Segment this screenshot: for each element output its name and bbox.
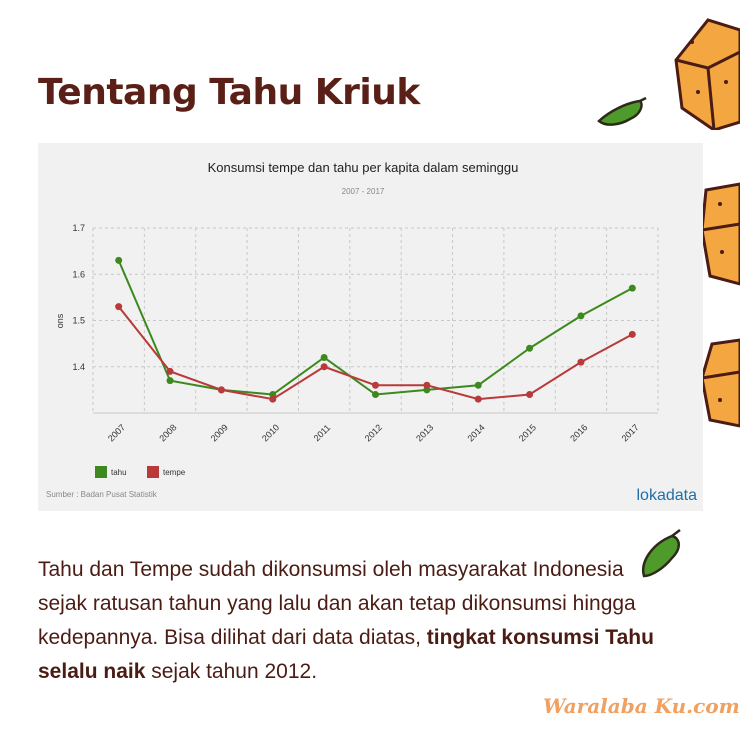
x-tick-label: 2016 (568, 422, 589, 443)
legend-swatch-tempe (147, 466, 159, 478)
chart-subtitle: 2007 - 2017 (342, 187, 385, 196)
data-point-tempe (423, 381, 431, 389)
body-paragraph: Tahu dan Tempe sudah dikonsumsi oleh mas… (38, 553, 678, 689)
data-point-tempe (526, 391, 534, 398)
x-tick-label: 2007 (106, 422, 127, 443)
x-tick-label: 2008 (157, 422, 178, 443)
brand-logo: Waralaba Ku.com (543, 694, 740, 718)
paragraph-intro: Tahu dan Tempe sudah dikonsumsi oleh mas… (38, 558, 636, 649)
chart-legend: tahu tempe (95, 466, 186, 478)
chart-source: Sumber : Badan Pusat Statistik (46, 490, 157, 499)
data-point-tahu (628, 284, 636, 292)
x-tick-label: 2014 (465, 422, 486, 443)
x-tick-label: 2017 (620, 422, 641, 443)
paragraph-highlight: tingkat konsumsi Tahu selalu naik (38, 626, 654, 683)
legend-label-tahu: tahu (111, 468, 127, 477)
x-tick-label: 2013 (414, 422, 435, 443)
tofu-illustration-top (674, 18, 740, 130)
page-title: Tentang Tahu Kriuk (38, 72, 420, 113)
x-tick-label: 2009 (209, 422, 230, 443)
x-tick-label: 2012 (363, 422, 384, 443)
tofu-illustration-middle (700, 182, 740, 286)
chart-title: Konsumsi tempe dan tahu per kapita dalam… (208, 160, 519, 175)
legend-label-tempe: tempe (163, 468, 186, 477)
chili-icon-bottom (641, 529, 681, 578)
y-axis-label: ons (55, 313, 65, 328)
data-point-tahu (166, 377, 174, 385)
data-point-tempe (474, 395, 482, 403)
data-point-tempe (166, 367, 174, 375)
data-point-tahu (115, 256, 123, 264)
y-tick-label: 1.6 (72, 269, 85, 279)
tofu-illustration-bottom (700, 338, 740, 428)
data-point-tempe (372, 381, 379, 389)
data-point-tempe (115, 303, 123, 311)
chili-icon-top (597, 97, 647, 126)
data-point-tahu (372, 391, 379, 398)
data-point-tahu (577, 312, 585, 320)
paragraph-outro: sejak tahun 2012. (151, 660, 318, 683)
data-point-tahu (526, 344, 534, 352)
y-tick-label: 1.4 (72, 362, 85, 372)
data-point-tahu (320, 354, 328, 361)
data-point-tempe (269, 395, 277, 403)
legend-swatch-tahu (95, 466, 107, 478)
y-tick-label: 1.5 (72, 316, 85, 326)
data-point-tempe (577, 358, 585, 366)
data-point-tahu (474, 381, 482, 389)
x-tick-label: 2011 (312, 422, 333, 443)
line-chart: Konsumsi tempe dan tahu per kapita dalam… (55, 160, 659, 478)
x-tick-label: 2015 (517, 422, 538, 443)
data-point-tempe (320, 363, 328, 371)
lokadata-logo: lokadata (636, 487, 698, 504)
y-tick-label: 1.7 (72, 223, 85, 233)
data-point-tempe (628, 330, 636, 338)
chart-card: Konsumsi tempe dan tahu per kapita dalam… (38, 143, 703, 511)
data-point-tempe (217, 386, 225, 394)
x-tick-label: 2010 (260, 422, 281, 443)
